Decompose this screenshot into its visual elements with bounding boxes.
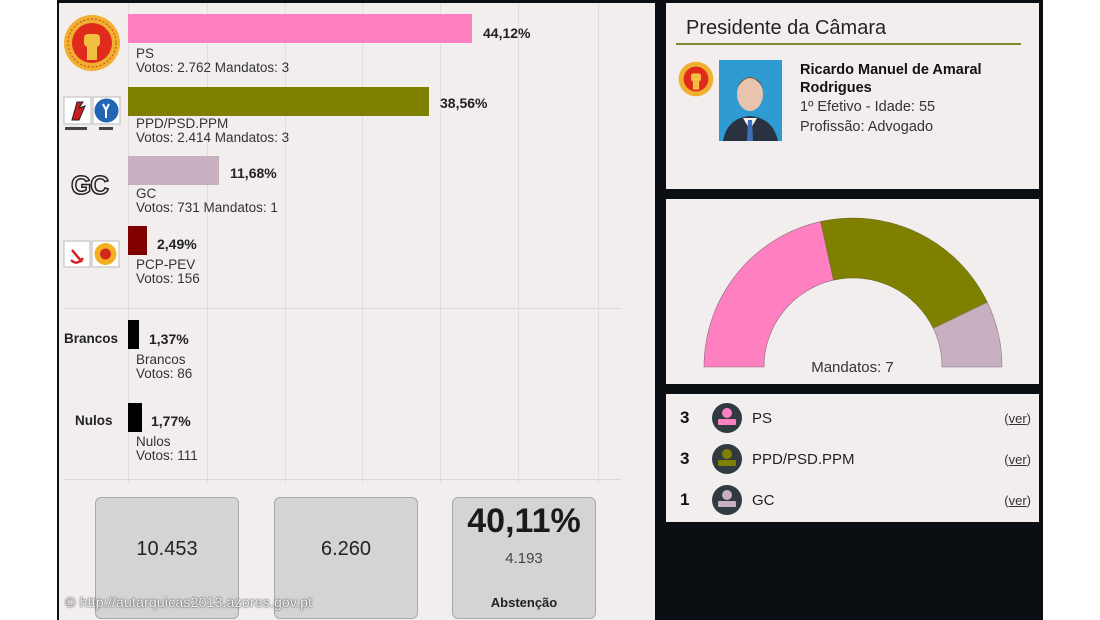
party-votes-pcp-pev: Votos: 156 [136, 271, 200, 286]
party-votes-ppd-psd-ppm: Votos: 2.414 Mandatos: 3 [136, 130, 290, 145]
abstention-pct: 40,11% [467, 502, 581, 540]
others-name-nulos: Nulos [136, 434, 171, 449]
president-name: Ricardo Manuel de Amaral Rodrigues [800, 62, 982, 96]
president-photo [719, 60, 782, 141]
ppd-psd-ppm-logo [63, 96, 121, 130]
bar-ps [128, 14, 472, 43]
view-link-gc[interactable]: (ver) [1004, 493, 1031, 508]
seats-list-card: 3 PS (ver) 3 PPD/PSD.PPM (ver) 1 GC (ver… [666, 394, 1039, 522]
bar-gc [128, 156, 219, 185]
seats-total-caption: Mandatos: 7 [811, 359, 894, 376]
gridline [440, 3, 441, 483]
gridline [285, 3, 286, 483]
others-name-brancos: Brancos [136, 352, 186, 367]
bar-ppd-psd-ppm [128, 87, 429, 116]
bar-nulos [128, 403, 142, 432]
seat-count: 3 [680, 449, 690, 468]
seat-row-ps: 3 PS (ver) [666, 398, 1039, 438]
seats-chart-card: Mandatos: 7 [666, 199, 1039, 384]
president-card: Presidente da Câmara Ricardo Manuel de A… [666, 3, 1039, 189]
gridline [207, 3, 208, 483]
party-name-gc: GC [136, 186, 157, 201]
party-name-pcp-pev: PCP-PEV [136, 257, 196, 272]
gridline [518, 3, 519, 483]
others-votes-nulos: Votos: 111 [136, 448, 198, 463]
pct-nulos: 1,77% [151, 413, 191, 429]
pct-gc: 11,68% [230, 165, 277, 181]
abstention-label: Abstenção [490, 595, 558, 610]
abstention-votes: 4.193 [505, 550, 543, 567]
stat-voters-value: 6.260 [320, 538, 372, 560]
president-card-title: Presidente da Câmara [686, 17, 887, 39]
side-label-brancos: Brancos [64, 331, 119, 346]
person-icon [712, 444, 742, 474]
party-name-ps: PS [136, 46, 155, 61]
divider [65, 308, 621, 309]
party-name-ppd-psd-ppm: PPD/PSD.PPM [136, 116, 229, 131]
divider [65, 479, 621, 480]
bar-pcp-pev [128, 226, 147, 255]
bar-brancos [128, 320, 139, 349]
pct-ppd-psd-ppm: 38,56% [440, 95, 488, 111]
gridline [362, 3, 363, 483]
seat-row-gc: 1 GC (ver) [666, 480, 1039, 520]
ps-fist-logo [678, 61, 714, 97]
seat-party-name: PS [752, 410, 773, 427]
seat-count: 3 [680, 408, 690, 427]
seat-count: 1 [680, 490, 690, 509]
gc-logo: GC [70, 169, 110, 201]
view-link-ps[interactable]: (ver) [1004, 411, 1031, 426]
view-link-ppd-psd-ppm[interactable]: (ver) [1004, 452, 1031, 467]
seat-party-name: PPD/PSD.PPM [752, 451, 855, 468]
person-icon [712, 403, 742, 433]
pct-ps: 44,12% [483, 25, 531, 41]
watermark: © http://autarquicas2013.azores.gov.pt [65, 594, 313, 610]
stat-box-registered: 10.453 [95, 497, 239, 619]
president-profession: Profissão: Advogado [800, 119, 934, 135]
results-panel: 44,12% PS Votos: 2.762 Mandatos: 3 38,56… [59, 3, 655, 620]
person-icon [712, 485, 742, 515]
title-underline [676, 43, 1021, 45]
stat-box-voters: 6.260 [274, 497, 418, 619]
gridline [598, 3, 599, 483]
side-label-nulos: Nulos [75, 413, 113, 428]
pct-brancos: 1,37% [149, 331, 189, 347]
party-votes-ps: Votos: 2.762 Mandatos: 3 [136, 60, 290, 75]
president-position: 1º Efetivo - Idade: 55 [800, 99, 936, 115]
seat-row-ppd-psd-ppm: 3 PPD/PSD.PPM (ver) [666, 439, 1039, 479]
seats-half-donut-chart [703, 217, 1003, 368]
others-votes-brancos: Votos: 86 [136, 366, 193, 381]
ps-fist-logo [64, 15, 120, 71]
seat-party-name: GC [752, 492, 775, 509]
stat-box-abstention: 40,11% 4.193 Abstenção [452, 497, 596, 619]
stat-registered-value: 10.453 [136, 538, 198, 560]
party-votes-gc: Votos: 731 Mandatos: 1 [136, 200, 278, 215]
pcp-pev-logo [63, 240, 120, 268]
pct-pcp-pev: 2,49% [157, 236, 197, 252]
